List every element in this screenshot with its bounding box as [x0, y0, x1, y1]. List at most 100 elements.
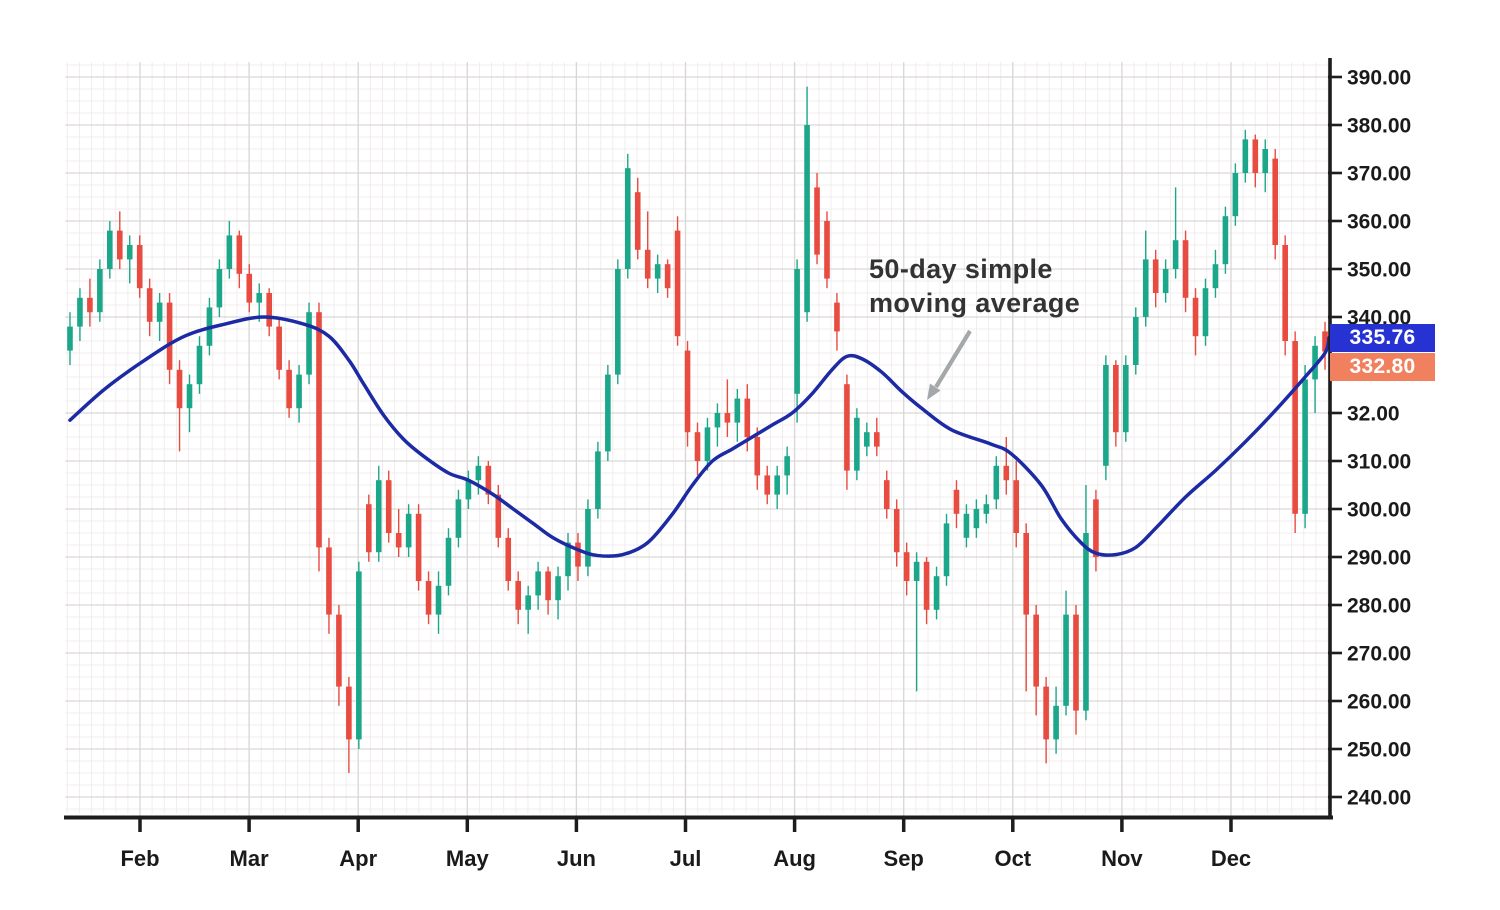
- candle: [1142, 230, 1149, 327]
- candle: [674, 216, 681, 346]
- candle: [186, 374, 193, 433]
- candle: [336, 605, 342, 706]
- candle: [525, 585, 531, 634]
- candle-body: [644, 249, 651, 279]
- candle: [1272, 149, 1279, 260]
- candle-body: [87, 297, 93, 313]
- candle: [306, 302, 312, 385]
- candle: [445, 528, 452, 596]
- x-axis-line: [64, 815, 1333, 820]
- candle: [903, 542, 910, 596]
- candle: [1073, 605, 1079, 735]
- y-axis-tick-label: 310.00: [1347, 451, 1411, 474]
- candle: [883, 470, 890, 519]
- candle: [286, 360, 292, 418]
- candle-body: [973, 509, 980, 529]
- candle: [1192, 288, 1199, 356]
- candle: [555, 566, 561, 620]
- candle: [734, 389, 741, 442]
- candle: [684, 341, 691, 447]
- candle-body: [1182, 240, 1189, 298]
- candle-body: [615, 269, 621, 375]
- candle: [515, 571, 522, 625]
- candle: [1003, 437, 1010, 495]
- candle-body: [276, 326, 282, 370]
- candle: [365, 494, 372, 562]
- candle: [266, 288, 272, 337]
- candle: [963, 504, 970, 548]
- candle: [256, 283, 263, 322]
- candle: [246, 264, 253, 313]
- candle-body: [1252, 139, 1259, 173]
- candle-body: [903, 552, 910, 581]
- candle: [814, 173, 820, 265]
- candle: [1182, 230, 1189, 313]
- candle: [764, 465, 771, 505]
- candle: [415, 504, 422, 591]
- candle-body: [1053, 705, 1059, 740]
- candle: [455, 489, 462, 548]
- candle: [1132, 307, 1139, 375]
- candle-body: [405, 513, 412, 548]
- candle-body: [326, 547, 332, 615]
- candle-body: [146, 288, 153, 322]
- candle-body: [1103, 365, 1109, 466]
- candle: [724, 379, 731, 437]
- candle: [615, 259, 621, 385]
- candle-body: [1202, 288, 1209, 337]
- candle-body: [684, 350, 691, 433]
- candle: [1322, 321, 1328, 370]
- candle: [425, 571, 432, 625]
- candle-body: [814, 187, 820, 255]
- candle-body: [893, 509, 900, 553]
- candle-body: [953, 489, 960, 514]
- x-axis-tick: [138, 819, 142, 832]
- candle: [943, 513, 950, 586]
- candle: [1312, 336, 1318, 413]
- candle-body: [485, 465, 492, 495]
- candle-body: [1222, 216, 1229, 265]
- candle-body: [186, 384, 193, 409]
- candle: [873, 417, 880, 457]
- candle-body: [1093, 499, 1099, 557]
- candle: [226, 221, 233, 279]
- candle-body: [455, 499, 462, 538]
- candle-body: [624, 168, 631, 269]
- candle-body: [445, 537, 452, 586]
- candle-body: [535, 571, 541, 596]
- arrow-head: [927, 383, 941, 400]
- candle-body: [266, 293, 272, 327]
- candle: [644, 211, 651, 289]
- candle-body: [505, 537, 512, 581]
- candle: [1222, 206, 1229, 274]
- candle-body: [565, 542, 571, 577]
- candle-body: [664, 264, 671, 289]
- candle: [1043, 677, 1049, 764]
- candle: [993, 456, 1000, 509]
- candle: [1063, 590, 1069, 716]
- candle-body: [923, 561, 930, 610]
- candle-body: [515, 581, 522, 610]
- candle: [1013, 461, 1020, 548]
- candle-body: [1073, 614, 1079, 711]
- candle: [1103, 355, 1109, 481]
- y-axis-tick-label: 280.00: [1347, 595, 1411, 618]
- candle: [605, 365, 611, 461]
- y-axis-tick-label: 340.00: [1347, 307, 1411, 330]
- sma-line: [68, 315, 1331, 558]
- candle: [704, 417, 711, 471]
- candle: [296, 365, 302, 423]
- candle-body: [585, 509, 591, 567]
- candle: [535, 561, 541, 610]
- x-axis-labels: Feb Mar Apr May Jun Jul Aug Sep Oct Nov Dec: [120, 846, 1251, 871]
- candle-body: [1033, 614, 1039, 687]
- sma-annotation: 50-day simple moving average: [869, 252, 1080, 320]
- y-axis-tick-label: 390.00: [1347, 67, 1411, 90]
- candle-body: [375, 480, 382, 553]
- candle-body: [674, 230, 681, 337]
- candle-body: [963, 513, 970, 538]
- candle: [316, 302, 322, 572]
- x-axis-tick: [901, 819, 906, 832]
- candle-body: [1043, 686, 1049, 740]
